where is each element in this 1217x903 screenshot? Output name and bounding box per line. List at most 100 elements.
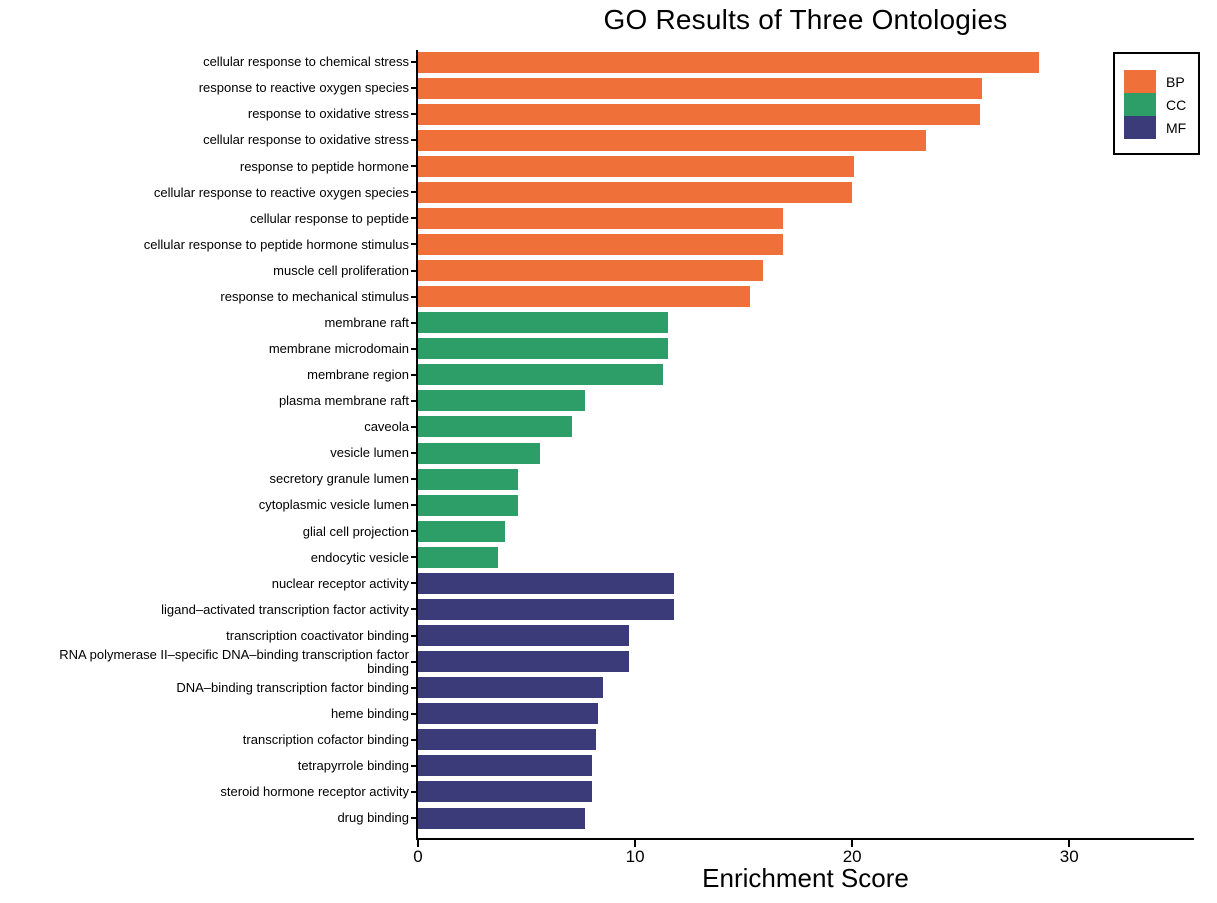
legend: BP CC MF <box>1113 52 1200 155</box>
bar <box>418 729 596 751</box>
bar <box>418 181 853 203</box>
x-tick <box>417 840 419 847</box>
bar <box>418 677 603 699</box>
y-axis-label: cellular response to reactive oxygen spe… <box>153 184 409 200</box>
y-axis-label: plasma membrane raft <box>278 393 409 409</box>
x-tick <box>851 840 854 847</box>
bar <box>418 416 573 438</box>
legend-item: BP <box>1124 70 1198 93</box>
bar <box>418 233 783 255</box>
y-tick <box>411 399 417 402</box>
y-axis-label: transcription coactivator binding <box>226 627 409 643</box>
y-tick <box>411 660 417 663</box>
bar <box>418 703 599 725</box>
bar <box>418 260 764 282</box>
legend-item: CC <box>1124 93 1198 116</box>
y-tick <box>411 87 417 90</box>
y-axis-label: vesicle lumen <box>330 445 409 461</box>
y-axis-label: nuclear receptor activity <box>271 575 409 591</box>
y-axis-label: muscle cell proliferation <box>273 262 409 278</box>
bar <box>418 468 518 490</box>
bar <box>418 572 675 594</box>
y-tick <box>411 504 417 507</box>
y-tick <box>411 790 417 793</box>
y-axis-line <box>416 50 418 839</box>
y-tick <box>411 217 417 220</box>
bar <box>418 546 499 568</box>
x-tick-label: 0 <box>413 847 423 866</box>
legend-items: BP CC MF <box>1124 70 1198 139</box>
bar <box>418 77 983 99</box>
y-tick <box>411 139 417 142</box>
x-tick-label: 10 <box>625 847 645 866</box>
y-tick <box>411 530 417 533</box>
y-axis-label: response to peptide hormone <box>239 158 409 174</box>
y-tick <box>411 425 417 428</box>
bar <box>418 312 668 334</box>
y-axis-label: membrane raft <box>324 314 409 330</box>
bar <box>418 625 629 647</box>
y-tick <box>411 269 417 272</box>
chart-title: GO Results of Three Ontologies <box>603 4 1008 35</box>
legend-swatch <box>1124 70 1156 93</box>
y-tick <box>411 61 417 63</box>
legend-swatch <box>1124 93 1156 116</box>
y-axis-label: RNA polymerase II–specific DNA–binding t… <box>59 647 409 676</box>
y-axis-label: cytoplasmic vesicle lumen <box>258 497 409 513</box>
x-tick-label: 20 <box>842 847 862 866</box>
y-tick <box>411 191 417 194</box>
x-tick-label: 30 <box>1059 847 1079 866</box>
x-axis-title: Enrichment Score <box>702 863 909 893</box>
y-axis-label: steroid hormone receptor activity <box>220 784 409 800</box>
y-tick <box>411 243 417 246</box>
y-axis-label: drug binding <box>337 810 409 826</box>
bar <box>418 494 518 516</box>
x-axis-line <box>416 838 1194 840</box>
legend-label: BP <box>1166 73 1185 90</box>
bar <box>418 129 926 151</box>
y-axis-label: tetrapyrrole binding <box>297 758 409 774</box>
y-tick <box>411 165 417 168</box>
y-tick <box>411 764 417 767</box>
y-axis-label: heme binding <box>330 706 409 721</box>
bar <box>418 442 540 464</box>
bar <box>418 103 981 125</box>
legend-label: CC <box>1166 96 1187 113</box>
y-axis-label: transcription cofactor binding <box>242 732 409 748</box>
legend-item: MF <box>1124 116 1198 139</box>
y-tick <box>411 817 417 820</box>
y-tick <box>411 712 417 715</box>
y-axis-label: cellular response to oxidative stress <box>203 132 409 148</box>
x-tick <box>1068 840 1071 847</box>
y-axis-label: secretory granule lumen <box>269 471 409 487</box>
y-axis-label: DNA–binding transcription factor binding <box>176 679 409 695</box>
y-tick <box>411 738 417 741</box>
y-axis-label: cellular response to peptide hormone sti… <box>143 236 409 252</box>
y-tick <box>411 608 417 611</box>
y-tick <box>411 478 417 481</box>
y-tick <box>411 452 417 455</box>
y-tick <box>411 634 417 637</box>
y-axis-label: response to mechanical stimulus <box>220 288 409 304</box>
y-axis-label: membrane microdomain <box>268 341 409 357</box>
bar <box>418 286 751 308</box>
bar <box>418 755 592 777</box>
y-tick <box>411 321 417 324</box>
y-tick <box>411 582 417 585</box>
bar <box>418 338 668 360</box>
bar <box>418 807 586 829</box>
bar <box>418 781 592 803</box>
bar <box>418 155 855 177</box>
x-tick <box>634 840 637 847</box>
legend-swatch <box>1124 116 1156 139</box>
bar <box>418 207 783 229</box>
y-axis-label: ligand–activated transcription factor ac… <box>161 601 409 617</box>
y-tick <box>411 347 417 350</box>
bar <box>418 598 675 620</box>
y-axis-label: response to reactive oxygen species <box>198 80 409 96</box>
bar <box>418 520 505 542</box>
bar <box>418 390 586 412</box>
y-axis-label: glial cell projection <box>302 523 409 539</box>
bar <box>418 364 664 386</box>
